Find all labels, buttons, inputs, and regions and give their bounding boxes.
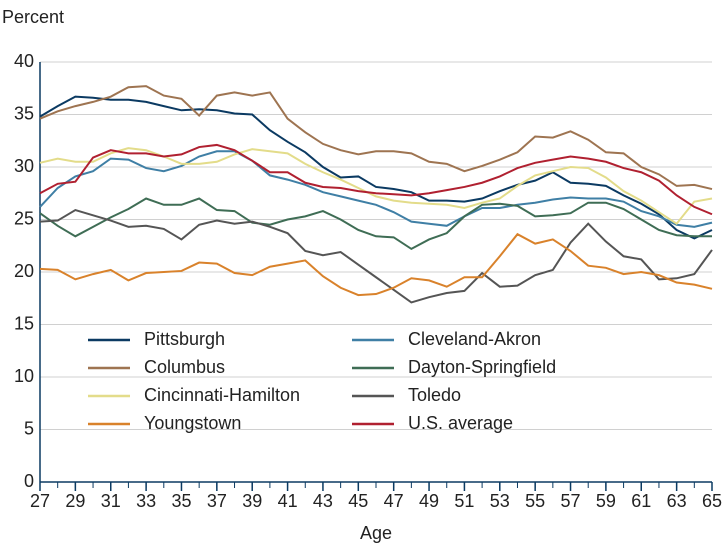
series-line [39, 143, 713, 216]
x-axis-label: Age [360, 523, 392, 543]
legend-label: Pittsburgh [144, 329, 225, 349]
legend-label: Youngstown [144, 413, 241, 433]
y-tick-label: 40 [14, 51, 34, 71]
legend-label: Cleveland-Akron [408, 329, 541, 349]
y-tick-label: 5 [24, 418, 34, 438]
x-tick-label: 39 [242, 491, 262, 511]
series-line [39, 197, 712, 251]
series-line [39, 208, 713, 304]
series-line [39, 232, 713, 297]
x-tick-label: 57 [561, 491, 581, 511]
x-tick-label: 47 [384, 491, 404, 511]
y-tick-label: 35 [14, 103, 34, 123]
series-line [39, 150, 713, 228]
x-tick-label: 35 [171, 491, 191, 511]
x-tick-label: 61 [631, 491, 651, 511]
x-tick-label: 65 [702, 491, 722, 511]
legend-label: Toledo [408, 385, 461, 405]
y-tick-label: 30 [14, 156, 34, 176]
y-tick-label: 20 [14, 261, 34, 281]
legend-label: Cincinnati-Hamilton [144, 385, 300, 405]
y-tick-label: 25 [14, 208, 34, 228]
x-tick-label: 53 [490, 491, 510, 511]
x-tick-label: 63 [667, 491, 687, 511]
x-tick-label: 41 [278, 491, 298, 511]
x-tick-label: 51 [454, 491, 474, 511]
y-tick-label: 10 [14, 366, 34, 386]
legend-label: Dayton-Springfield [408, 357, 556, 377]
x-tick-label: 55 [525, 491, 545, 511]
x-tick-label: 45 [348, 491, 368, 511]
x-tick-label: 59 [596, 491, 616, 511]
y-axis-label: Percent [2, 7, 64, 27]
x-tick-label: 37 [207, 491, 227, 511]
x-tick-label: 33 [136, 491, 156, 511]
legend-label: U.S. average [408, 413, 513, 433]
x-tick-label: 49 [419, 491, 439, 511]
x-tick-label: 43 [313, 491, 333, 511]
x-tick-label: 27 [30, 491, 50, 511]
legend-label: Columbus [144, 357, 225, 377]
y-tick-label: 15 [14, 313, 34, 333]
y-tick-label: 0 [24, 471, 34, 491]
x-tick-label: 31 [101, 491, 121, 511]
series-line [39, 147, 713, 226]
series-line [39, 95, 713, 240]
x-tick-label: 29 [65, 491, 85, 511]
series-line [39, 85, 713, 191]
